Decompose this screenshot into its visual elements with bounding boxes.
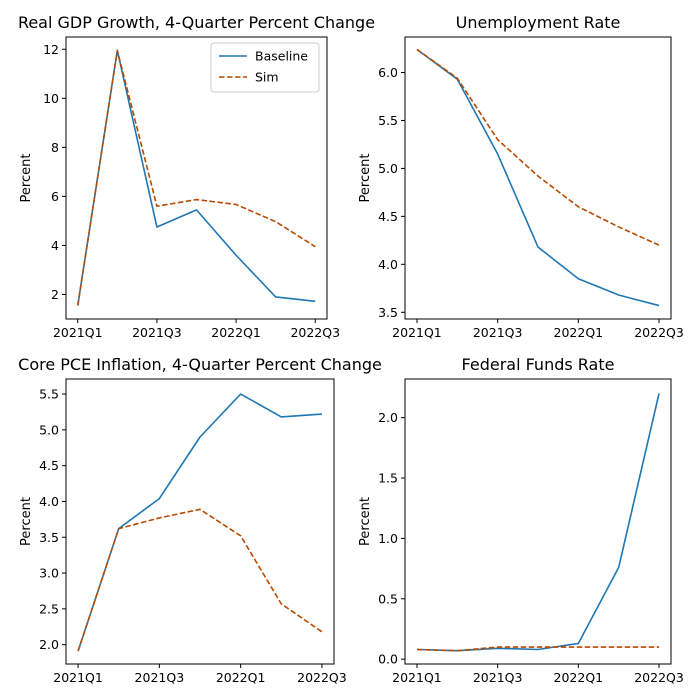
x-tick-label: 2021Q3 bbox=[132, 325, 182, 340]
x-tick-label: 2021Q3 bbox=[473, 670, 523, 685]
legend: Baseline Sim bbox=[210, 42, 320, 93]
y-tick-label: 5.5 bbox=[378, 113, 398, 128]
chart-title: Core PCE Inflation, 4-Quarter Percent Ch… bbox=[18, 355, 382, 374]
plot-area-frame bbox=[65, 378, 335, 665]
series-line-baseline bbox=[416, 48, 660, 307]
x-tick-label: 2022Q3 bbox=[297, 670, 347, 685]
y-tick-label: 5.0 bbox=[378, 161, 398, 176]
y-tick-label: 8 bbox=[51, 140, 59, 155]
y-tick-label: 0.5 bbox=[378, 591, 398, 606]
x-tick-label: 2021Q1 bbox=[392, 325, 442, 340]
y-tick-label: 4.0 bbox=[39, 494, 59, 509]
x-tick-label: 2021Q3 bbox=[473, 325, 523, 340]
series-line-sim bbox=[416, 646, 660, 652]
chart-panel-2: Unemployment Rate Percent 3.5 4.0 4.5 5.0 5.5 6… bbox=[358, 13, 684, 340]
x-tick-label: 2021Q1 bbox=[53, 670, 103, 685]
x-tick-label: 2021Q1 bbox=[392, 670, 442, 685]
series-line-sim bbox=[77, 508, 323, 652]
y-axis-label: Percent bbox=[358, 497, 373, 546]
y-tick-label: 2.5 bbox=[39, 601, 59, 616]
x-tick-label: 2022Q3 bbox=[634, 325, 684, 340]
chart-panel-3: Core PCE Inflation, 4-Quarter Percent Ch… bbox=[18, 355, 382, 685]
plot-area-frame bbox=[404, 378, 672, 665]
chart-panel-4: Federal Funds Rate Percent 0.0 0.5 1.0 1.5 2.0… bbox=[358, 355, 684, 685]
y-tick-label: 4 bbox=[51, 238, 59, 253]
chart-title: Federal Funds Rate bbox=[462, 355, 615, 374]
series-line-sim bbox=[416, 48, 660, 246]
legend-label-sim: Sim bbox=[255, 70, 279, 85]
y-axis-label: Percent bbox=[19, 497, 34, 546]
y-tick-label: 10 bbox=[43, 91, 59, 106]
y-tick-label: 4.0 bbox=[378, 257, 398, 272]
x-tick-label: 2021Q3 bbox=[135, 670, 185, 685]
x-tick-label: 2022Q1 bbox=[554, 325, 604, 340]
y-tick-label: 2.0 bbox=[39, 637, 59, 652]
x-tick-label: 2022Q3 bbox=[290, 325, 340, 340]
y-tick-label: 5.0 bbox=[39, 422, 59, 437]
y-tick-label: 3.5 bbox=[378, 305, 398, 320]
chart-panel-1: Real GDP Growth, 4-Quarter Percent Chang… bbox=[18, 13, 375, 340]
chart-title: Unemployment Rate bbox=[456, 13, 621, 32]
plot-area-frame bbox=[65, 36, 328, 320]
y-tick-label: 3.0 bbox=[39, 566, 59, 581]
chart-title: Real GDP Growth, 4-Quarter Percent Chang… bbox=[18, 13, 375, 32]
x-tick-label: 2022Q1 bbox=[216, 670, 266, 685]
y-tick-label: 4.5 bbox=[378, 209, 398, 224]
y-tick-label: 3.5 bbox=[39, 530, 59, 545]
series-line-sim bbox=[76, 49, 316, 306]
series-line-baseline bbox=[77, 393, 322, 652]
series-line-baseline bbox=[416, 393, 660, 652]
x-tick-label: 2022Q1 bbox=[211, 325, 261, 340]
x-tick-label: 2021Q1 bbox=[53, 325, 103, 340]
y-tick-label: 6.0 bbox=[378, 65, 398, 80]
y-tick-label: 2 bbox=[51, 287, 59, 302]
y-tick-label: 4.5 bbox=[39, 458, 59, 473]
y-tick-label: 5.5 bbox=[39, 387, 59, 402]
y-tick-label: 2.0 bbox=[378, 410, 398, 425]
y-axis-label: Percent bbox=[19, 154, 34, 203]
y-tick-label: 12 bbox=[43, 42, 59, 57]
legend-label-baseline: Baseline bbox=[255, 49, 308, 64]
y-tick-label: 6 bbox=[51, 189, 59, 204]
y-axis-label: Percent bbox=[358, 154, 373, 203]
y-tick-label: 1.0 bbox=[378, 531, 398, 546]
x-tick-label: 2022Q1 bbox=[554, 670, 604, 685]
x-tick-label: 2022Q3 bbox=[634, 670, 684, 685]
plot-area-frame bbox=[404, 36, 672, 320]
y-tick-label: 1.5 bbox=[378, 471, 398, 486]
y-tick-label: 0.0 bbox=[378, 652, 398, 667]
